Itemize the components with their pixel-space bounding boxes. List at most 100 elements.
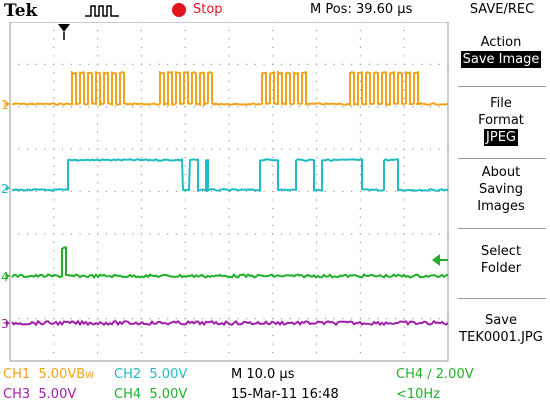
grid-dot — [97, 182, 99, 184]
grid-dot — [272, 309, 274, 311]
about-saving-images-button[interactable]: About Saving Images — [452, 164, 550, 215]
grid-dot — [158, 63, 160, 65]
grid-dot — [342, 233, 344, 235]
grid-dot — [316, 38, 318, 40]
grid-dot — [272, 233, 274, 235]
menu-divider — [458, 158, 546, 159]
grid-dot — [368, 63, 370, 65]
grid-dot — [316, 284, 318, 286]
grid-dot — [316, 114, 318, 116]
grid-dot — [429, 233, 432, 235]
grid-dot — [447, 318, 449, 320]
grid-dot — [184, 309, 186, 311]
grid-dot — [53, 97, 55, 99]
grid-dot — [167, 318, 169, 320]
grid-dot — [228, 250, 230, 252]
grid-dot — [44, 233, 46, 235]
grid-dot — [184, 326, 186, 328]
save-label: Save — [485, 313, 517, 328]
grid-dot — [245, 190, 248, 193]
file-format-button[interactable]: File Format JPEG — [452, 95, 550, 146]
grid-dot — [97, 22, 99, 23]
ch4-readout: CH4 5.00V — [114, 386, 187, 404]
grid-dot — [386, 233, 388, 235]
ch1-marker: 1 — [1, 98, 9, 112]
grid-dot — [272, 123, 274, 125]
pulse-trigger-icon — [85, 5, 119, 17]
grid-dot — [26, 63, 29, 65]
grid-dot — [403, 334, 405, 337]
grid-dot — [316, 241, 318, 243]
grid-dot — [237, 318, 239, 320]
grid-dot — [149, 63, 151, 65]
grid-dot — [272, 258, 274, 260]
grid-dot — [167, 106, 169, 108]
grid-dot — [97, 80, 99, 82]
action-menu-button[interactable]: Action Save Image — [452, 34, 550, 68]
grid-dot — [97, 131, 99, 133]
grid-dot — [140, 241, 142, 243]
grid-dot — [438, 190, 440, 193]
ch4-label: CH4 — [114, 387, 142, 402]
grid-dot — [228, 207, 230, 210]
grid-dot — [53, 46, 55, 49]
about-label-3: Images — [477, 199, 525, 214]
grid-dot — [97, 148, 99, 150]
ch4-marker: 4 — [1, 270, 9, 284]
grid-dot — [140, 148, 142, 150]
grid-dot — [35, 63, 37, 65]
grid-dot — [149, 148, 151, 150]
grid-dot — [97, 199, 99, 201]
grid-dot — [359, 123, 361, 125]
grid-dot — [421, 63, 423, 65]
grid-dot — [447, 233, 449, 235]
grid-dot — [307, 275, 309, 277]
grid-dot — [421, 148, 423, 150]
grid-dot — [316, 46, 318, 49]
grid-dot — [228, 29, 230, 32]
grid-dot — [167, 190, 169, 193]
file-format-label-1: File — [490, 96, 512, 111]
grid-dot — [53, 216, 55, 218]
grid-dot — [88, 190, 90, 193]
grid-dot — [184, 334, 186, 337]
grid-dot — [280, 233, 283, 235]
grid-dot — [228, 55, 230, 57]
grid-dot — [429, 106, 432, 108]
grid-dot — [272, 241, 274, 243]
grid-dot — [351, 190, 353, 193]
grid-dot — [316, 72, 318, 74]
grid-dot — [316, 216, 318, 218]
grid-dot — [298, 148, 300, 150]
grid-dot — [219, 106, 221, 108]
grid-dot — [359, 38, 361, 40]
grid-dot — [61, 148, 64, 150]
grid-dot — [228, 38, 230, 40]
save-button[interactable]: Save TEK0001.JPG — [452, 312, 550, 346]
grid-dot — [35, 148, 37, 150]
grid-dot — [53, 89, 55, 91]
select-folder-button[interactable]: Select Folder — [452, 243, 550, 277]
grid-dot — [53, 131, 55, 133]
grid-dot — [237, 63, 239, 65]
grid-dot — [307, 106, 309, 108]
grid-dot — [140, 190, 142, 193]
grid-dot — [158, 318, 160, 320]
ch1-bandwidth: B — [76, 367, 86, 382]
grid-dot — [219, 63, 221, 65]
grid-dot — [377, 318, 379, 320]
trigger-frequency: <10Hz — [396, 387, 441, 402]
grid-dot — [316, 326, 318, 328]
grid-dot — [403, 63, 405, 65]
grid-dot — [412, 233, 414, 235]
grid-dot — [18, 148, 20, 150]
grid-dot — [245, 63, 248, 65]
grid-dot — [263, 233, 265, 235]
grid-dot — [9, 148, 11, 150]
grid-dot — [53, 351, 55, 354]
grid-dot — [316, 250, 318, 252]
grid-dot — [61, 190, 64, 193]
grid-dot — [298, 233, 300, 235]
grid-dot — [289, 190, 291, 193]
grid-dot — [53, 63, 55, 65]
